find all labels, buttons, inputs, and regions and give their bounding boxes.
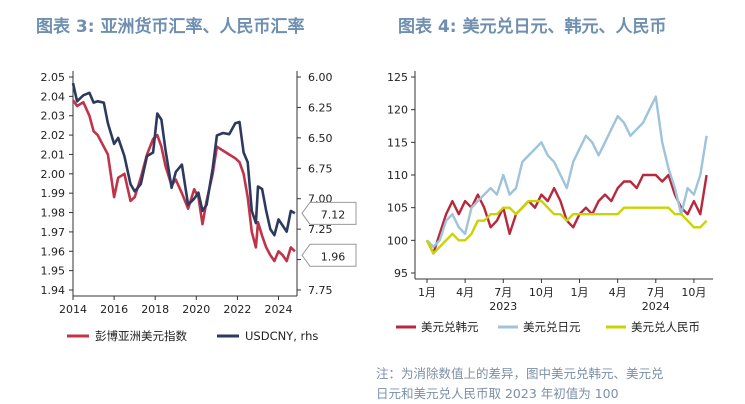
series-line-usdjpy bbox=[426, 95, 708, 249]
x-year-label: 2024 bbox=[642, 300, 670, 313]
x-tick-label: 4月 bbox=[609, 286, 627, 299]
x-tick-label: 10月 bbox=[681, 286, 706, 299]
y-tick-label: 110 bbox=[387, 169, 408, 182]
left-chart-title: 图表 3: 亚洲货币汇率、人民币汇率 bbox=[36, 17, 305, 37]
right-chart-title: 图表 4: 美元兑日元、韩元、人民币 bbox=[398, 17, 667, 37]
series-line-usdcny bbox=[71, 82, 296, 237]
legend-label: 美元兑人民币 bbox=[631, 320, 700, 334]
series-line-bbg-asia bbox=[71, 99, 296, 263]
y-left-tick-label: 2.04 bbox=[41, 90, 66, 103]
y-left-tick-label: 1.99 bbox=[41, 187, 66, 200]
y-right-tick-label: 7.25 bbox=[308, 223, 333, 236]
legend-label: USDCNY, rhs bbox=[245, 329, 318, 343]
note-line-2: 日元和美元兑人民币取 2023 年初值为 100 bbox=[376, 386, 619, 401]
y-tick-label: 100 bbox=[387, 234, 408, 247]
y-left-tick-label: 1.94 bbox=[41, 284, 66, 297]
y-left-tick-label: 2.05 bbox=[41, 71, 66, 84]
x-tick-label: 10月 bbox=[529, 286, 554, 299]
x-tick-label: 2018 bbox=[141, 303, 169, 316]
x-tick-label: 2022 bbox=[223, 303, 251, 316]
end-label-box-usdcny bbox=[301, 201, 357, 225]
y-tick-label: 120 bbox=[387, 104, 408, 117]
y-right-tick-label: 6.25 bbox=[308, 101, 333, 114]
y-left-tick-label: 1.97 bbox=[41, 226, 66, 239]
y-right-tick-label: 6.75 bbox=[308, 162, 333, 175]
x-tick-label: 2016 bbox=[100, 303, 128, 316]
y-tick-label: 105 bbox=[387, 202, 408, 215]
y-right-tick-label: 7.75 bbox=[308, 284, 333, 297]
y-right-tick-label: 6.50 bbox=[308, 132, 333, 145]
x-tick-label: 1月 bbox=[418, 286, 436, 299]
x-tick-label: 7月 bbox=[494, 286, 512, 299]
end-label-bbg-asia: 1.96 bbox=[321, 250, 346, 263]
y-tick-label: 115 bbox=[387, 136, 408, 149]
y-left-tick-label: 2.01 bbox=[41, 148, 66, 161]
y-tick-label: 95 bbox=[394, 267, 408, 280]
y-left-tick-label: 2.00 bbox=[41, 168, 66, 181]
y-left-tick-label: 1.98 bbox=[41, 207, 66, 220]
y-tick-label: 125 bbox=[387, 71, 408, 84]
x-year-label: 2023 bbox=[489, 300, 517, 313]
legend-label: 美元兑日元 bbox=[523, 320, 581, 334]
y-left-tick-label: 1.95 bbox=[41, 265, 66, 278]
x-tick-label: 2014 bbox=[59, 303, 87, 316]
x-tick-label: 2024 bbox=[265, 303, 293, 316]
x-tick-label: 4月 bbox=[456, 286, 474, 299]
chart-note: 注：为消除数值上的差异，图中美元兑韩元、美元兑 日元和美元兑人民币取 2023 … bbox=[376, 364, 664, 404]
legend-label: 彭博亚洲美元指数 bbox=[95, 329, 187, 343]
y-left-tick-label: 2.02 bbox=[41, 129, 66, 142]
legend-label: 美元兑韩元 bbox=[421, 320, 479, 334]
y-left-tick-label: 2.03 bbox=[41, 110, 66, 123]
x-tick-label: 7月 bbox=[647, 286, 665, 299]
end-label-box-bbg-asia bbox=[301, 243, 357, 267]
series-line-usdcny bbox=[425, 199, 708, 255]
end-label-usdcny: 7.12 bbox=[321, 208, 346, 221]
y-left-tick-label: 1.96 bbox=[41, 245, 66, 258]
y-right-tick-label: 6.00 bbox=[308, 71, 333, 84]
note-line-1: 注：为消除数值上的差异，图中美元兑韩元、美元兑 bbox=[376, 366, 664, 381]
x-tick-label: 2020 bbox=[182, 303, 210, 316]
x-tick-label: 1月 bbox=[571, 286, 589, 299]
